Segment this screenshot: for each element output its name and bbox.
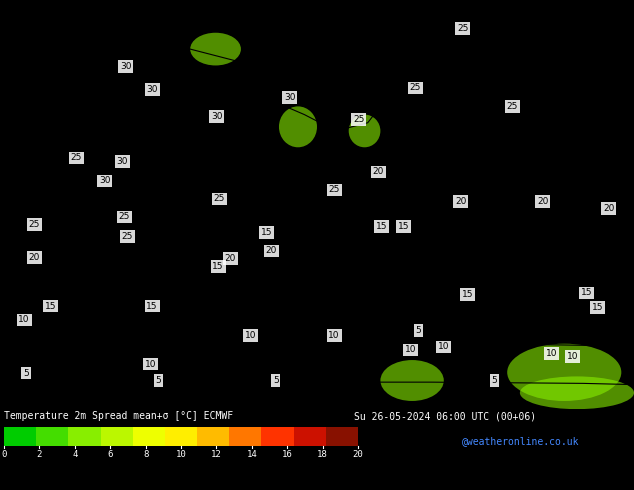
Text: 2: 2 bbox=[37, 450, 42, 459]
Text: 15: 15 bbox=[376, 222, 387, 231]
Text: 25: 25 bbox=[214, 195, 225, 203]
Text: 15: 15 bbox=[592, 303, 604, 312]
Text: 14: 14 bbox=[247, 450, 257, 459]
Bar bbox=[326, 427, 358, 445]
Bar bbox=[133, 427, 165, 445]
Ellipse shape bbox=[190, 33, 241, 66]
Text: 10: 10 bbox=[328, 331, 340, 340]
Text: 10: 10 bbox=[18, 316, 30, 324]
Text: 20: 20 bbox=[224, 254, 236, 263]
Bar bbox=[101, 427, 133, 445]
Text: 20: 20 bbox=[29, 253, 40, 262]
Text: 25: 25 bbox=[119, 212, 130, 221]
Text: 15: 15 bbox=[261, 228, 273, 237]
Text: 5: 5 bbox=[23, 368, 29, 378]
Bar bbox=[68, 427, 101, 445]
Text: 25: 25 bbox=[410, 83, 421, 93]
Text: 20: 20 bbox=[603, 204, 614, 213]
Text: 30: 30 bbox=[117, 157, 128, 166]
Text: Su 26-05-2024 06:00 UTC (00+06): Su 26-05-2024 06:00 UTC (00+06) bbox=[354, 411, 536, 421]
Text: 10: 10 bbox=[546, 349, 557, 358]
Text: 25: 25 bbox=[507, 102, 518, 111]
Text: 10: 10 bbox=[245, 331, 256, 340]
Text: 20: 20 bbox=[353, 450, 363, 459]
Text: 15: 15 bbox=[581, 289, 592, 297]
Text: 15: 15 bbox=[462, 290, 474, 299]
Ellipse shape bbox=[349, 115, 380, 147]
Text: 10: 10 bbox=[176, 450, 186, 459]
Text: 10: 10 bbox=[438, 343, 450, 351]
Text: 10: 10 bbox=[145, 360, 157, 368]
Text: Temperature 2m Spread mean+σ [°C] ECMWF: Temperature 2m Spread mean+σ [°C] ECMWF bbox=[4, 411, 233, 421]
Bar bbox=[294, 427, 326, 445]
Bar bbox=[197, 427, 230, 445]
Text: 5: 5 bbox=[155, 376, 162, 385]
Text: 15: 15 bbox=[45, 301, 56, 311]
Text: 5: 5 bbox=[415, 326, 422, 335]
Text: @weatheronline.co.uk: @weatheronline.co.uk bbox=[462, 437, 579, 446]
Text: 30: 30 bbox=[211, 112, 223, 121]
Text: 30: 30 bbox=[120, 62, 131, 71]
Text: 30: 30 bbox=[284, 93, 295, 102]
Text: 5: 5 bbox=[273, 376, 279, 385]
Text: 5: 5 bbox=[491, 376, 498, 385]
Bar bbox=[261, 427, 294, 445]
Ellipse shape bbox=[380, 360, 444, 401]
Text: 15: 15 bbox=[146, 301, 158, 311]
Text: 4: 4 bbox=[72, 450, 77, 459]
Text: 25: 25 bbox=[457, 24, 469, 33]
Text: 20: 20 bbox=[537, 197, 548, 206]
Text: 6: 6 bbox=[108, 450, 113, 459]
Text: 16: 16 bbox=[282, 450, 292, 459]
Text: 30: 30 bbox=[99, 176, 110, 185]
Text: 0: 0 bbox=[1, 450, 7, 459]
Ellipse shape bbox=[507, 343, 621, 401]
Ellipse shape bbox=[279, 106, 317, 147]
Text: 18: 18 bbox=[317, 450, 328, 459]
Text: 12: 12 bbox=[211, 450, 222, 459]
Text: 20: 20 bbox=[455, 197, 467, 206]
Text: 15: 15 bbox=[398, 222, 410, 231]
Text: 10: 10 bbox=[567, 352, 578, 361]
Text: 20: 20 bbox=[373, 168, 384, 176]
Text: 25: 25 bbox=[70, 153, 82, 162]
Ellipse shape bbox=[520, 376, 634, 409]
Text: 15: 15 bbox=[212, 262, 224, 271]
Bar bbox=[4, 427, 36, 445]
Bar bbox=[36, 427, 68, 445]
Text: 10: 10 bbox=[405, 345, 417, 354]
Bar bbox=[165, 427, 197, 445]
Text: 25: 25 bbox=[328, 185, 340, 195]
Text: 25: 25 bbox=[122, 232, 133, 241]
Bar bbox=[230, 427, 261, 445]
Text: 25: 25 bbox=[353, 115, 365, 124]
Text: 25: 25 bbox=[29, 220, 40, 229]
Text: 8: 8 bbox=[143, 450, 148, 459]
Text: 30: 30 bbox=[146, 85, 158, 94]
Text: 20: 20 bbox=[266, 246, 277, 255]
